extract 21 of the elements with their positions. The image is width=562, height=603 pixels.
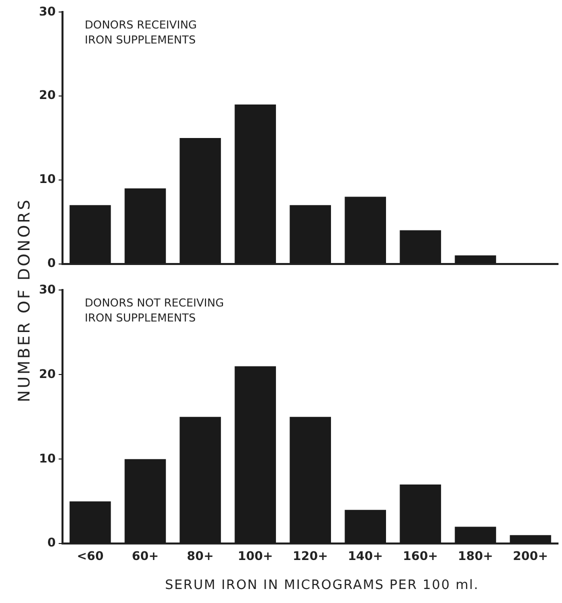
- x-tick-label: 180+: [458, 548, 494, 563]
- x-tick-label: 80+: [186, 548, 214, 563]
- y-tick-label: 30: [38, 4, 56, 18]
- x-axis-title: SERUM IRON IN MICROGRAMS PER 100 ml.: [164, 578, 480, 593]
- x-tick-label: 160+: [402, 548, 438, 563]
- annotation: DONORS RECEIVING IRON SUPPLEMENTS: [84, 18, 197, 47]
- y-tick-label: 0: [47, 256, 56, 270]
- x-tick-label: 120+: [292, 548, 328, 563]
- y-tick-label: 0: [47, 536, 56, 550]
- annotation: DONORS NOT RECEIVING IRON SUPPLEMENTS: [84, 296, 224, 325]
- y-tick-label: 20: [38, 88, 56, 102]
- x-tick-label: 60+: [132, 548, 159, 563]
- y-tick-label: 20: [38, 366, 56, 381]
- y-tick-label: 30: [38, 282, 56, 296]
- x-tick-label: 200+: [512, 548, 548, 563]
- y-tick-label: 10: [38, 451, 56, 466]
- y-axis-title: NUMBER OF DONORS: [14, 198, 34, 402]
- x-tick-label: 140+: [348, 548, 383, 563]
- x-tick-label: 100+: [238, 548, 273, 563]
- y-tick-label: 10: [38, 172, 56, 186]
- x-tick-label: <60: [76, 548, 104, 563]
